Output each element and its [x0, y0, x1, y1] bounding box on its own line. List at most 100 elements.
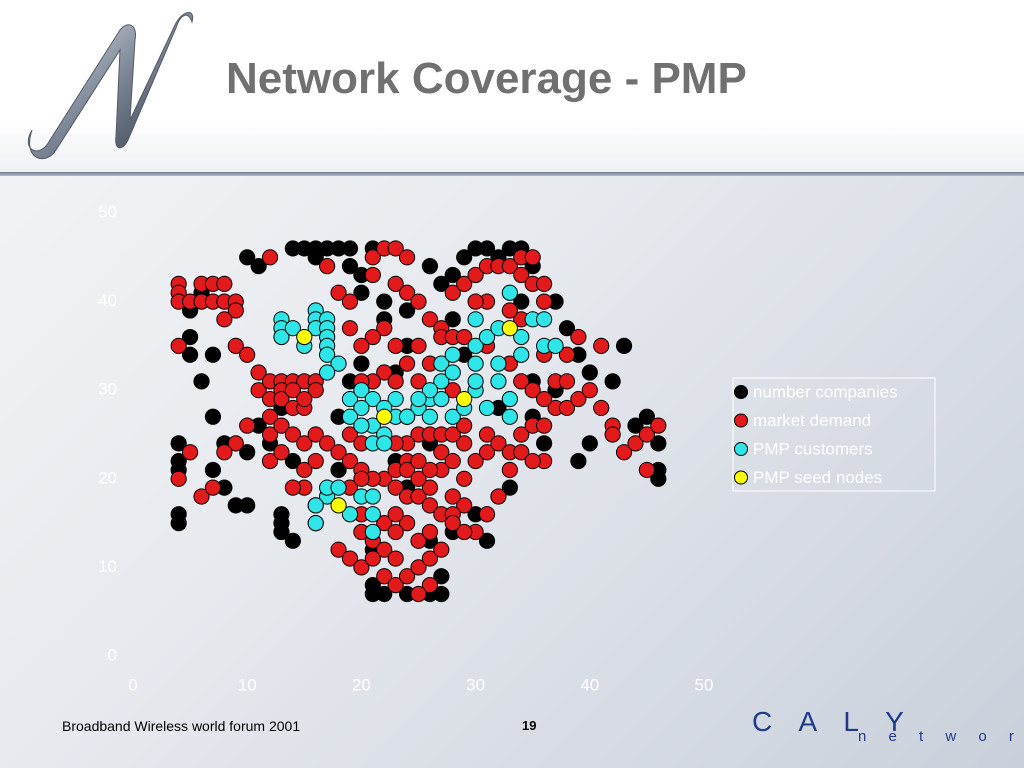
point: [433, 568, 450, 585]
point: [604, 373, 621, 390]
point: [536, 293, 553, 310]
point: [170, 470, 187, 487]
point: [513, 426, 530, 443]
point: [353, 559, 370, 576]
point: [421, 311, 439, 328]
point: [319, 346, 336, 363]
point: [478, 506, 496, 523]
point: [570, 328, 587, 346]
point: [239, 444, 256, 461]
point: [170, 515, 187, 532]
point: [387, 373, 404, 390]
point: [353, 337, 370, 354]
point: [307, 452, 324, 470]
point: [387, 337, 404, 354]
point: [558, 373, 576, 390]
point: [410, 585, 427, 603]
point: [433, 355, 450, 372]
point: [650, 417, 667, 434]
point: [558, 399, 576, 417]
point: [421, 258, 439, 275]
point: [239, 346, 256, 363]
point: [319, 435, 336, 452]
point: [341, 390, 359, 408]
point: [193, 373, 210, 390]
point: [387, 390, 404, 408]
point: [513, 293, 530, 310]
point: [421, 523, 439, 541]
point: [501, 258, 518, 275]
point: [273, 444, 290, 461]
point: [410, 293, 427, 310]
point: [364, 506, 381, 523]
point: [319, 364, 336, 381]
point: [353, 417, 370, 434]
point: [410, 390, 427, 408]
point: [604, 426, 621, 443]
point: [421, 479, 439, 496]
point: [444, 515, 461, 532]
point: [490, 435, 507, 452]
point: [467, 293, 484, 310]
header-rule: [0, 172, 1024, 176]
point: [627, 417, 644, 434]
point: [398, 408, 416, 425]
point: [410, 470, 427, 487]
point: [284, 426, 301, 443]
point: [513, 266, 530, 284]
legend-label: PMP seed nodes: [753, 468, 882, 487]
point: [364, 266, 381, 284]
point: [341, 240, 359, 257]
point: [353, 382, 370, 399]
point: [478, 328, 496, 346]
point: [364, 249, 381, 266]
point: [364, 390, 381, 408]
x-tick-label: 10: [238, 675, 257, 694]
point: [296, 435, 313, 452]
point: [410, 488, 427, 505]
point: [570, 452, 587, 470]
point: [398, 249, 416, 266]
point: [410, 532, 427, 549]
point: [478, 399, 496, 417]
point: [273, 523, 290, 541]
point: [501, 479, 518, 496]
point: [307, 497, 324, 514]
slide-title: Network Coverage - PMP: [226, 54, 747, 103]
y-tick-label: 50: [98, 202, 117, 221]
point: [353, 355, 370, 372]
point: [273, 417, 290, 434]
point: [353, 284, 370, 301]
point: [444, 408, 461, 425]
point: [398, 515, 416, 532]
point: [307, 382, 324, 399]
point: [273, 390, 290, 408]
point: [558, 346, 576, 363]
point: [467, 452, 484, 470]
point: [261, 249, 279, 266]
point: [558, 320, 576, 337]
point: [524, 382, 541, 399]
point: [387, 275, 404, 292]
legend-label: number companies: [753, 382, 898, 401]
point: [250, 258, 267, 275]
point: [239, 417, 256, 434]
point: [364, 328, 381, 346]
header: [0, 0, 1024, 172]
y-tick-label: 0: [108, 645, 117, 664]
point: [296, 461, 313, 479]
point: [341, 550, 359, 567]
legend-marker: [734, 470, 748, 485]
point: [170, 337, 187, 354]
point: [433, 373, 450, 390]
point: [227, 337, 244, 354]
point: [398, 355, 416, 372]
point: [536, 417, 553, 434]
point: [615, 337, 633, 354]
point: [421, 461, 439, 479]
point: [456, 275, 473, 292]
point: [581, 382, 598, 399]
point: [421, 382, 439, 399]
point: [456, 249, 473, 266]
